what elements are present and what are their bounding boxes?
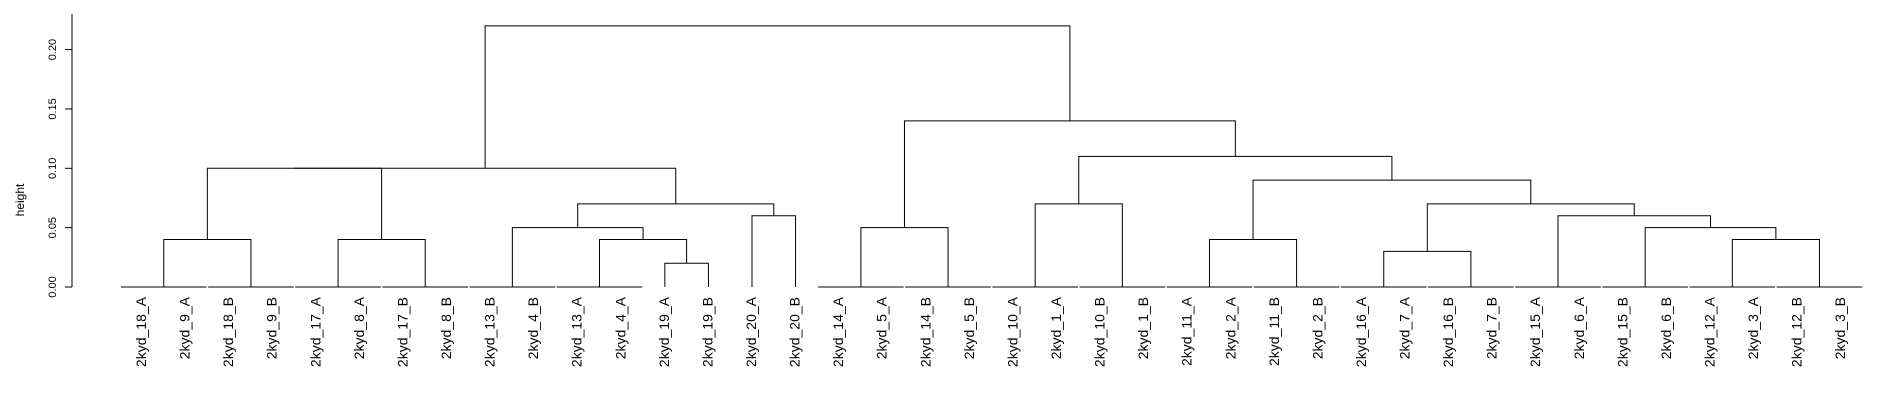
branch-m10 [664,262,709,287]
branch-m27 [1383,250,1472,287]
leaf-label: 2kyd_9_B [264,297,280,359]
leaf-label: 2kyd_13_B [482,297,498,367]
branch-m32 [1731,239,1820,287]
leaf-label: 2kyd_4_A [612,296,628,359]
leaf-label: 2kyd_15_A [1527,296,1543,367]
leaf-label: 2kyd_1_B [1135,297,1151,359]
leaf-label: 2kyd_7_A [1397,296,1413,359]
leaf-label: 2kyd_20_A [743,296,759,367]
branch-m6 [337,239,426,287]
branch-m35 [1426,203,1635,252]
branch-m7 [206,167,383,240]
leaf-label: 2kyd_9_A [177,296,193,359]
branch-m21 [1034,203,1123,287]
leaf-label: 2kyd_19_B [699,297,715,367]
branch-m38 [903,120,1236,228]
y-tick-label: 0.00 [47,276,59,297]
branch-m3 [163,239,252,287]
branch-m24 [1208,239,1298,287]
dendrogram-branches [121,25,1863,288]
leaf-label: 2kyd_5_A [874,296,890,359]
leaf-label: 2kyd_20_B [787,297,803,367]
leaf-label: 2kyd_6_B [1658,297,1674,359]
leaf-label: 2kyd_2_A [1222,296,1238,359]
leaf-label: 2kyd_12_B [1789,297,1805,367]
leaf-label: 2kyd_2_B [1309,297,1325,359]
leaf-label: 2kyd_11_B [1266,297,1282,366]
leaf-label: 2kyd_8_A [351,296,367,359]
y-axis: 0.00 0.05 0.10 0.15 0.20 [47,14,73,298]
leaf-label: 2kyd_16_A [1353,296,1369,367]
leaf-label: 2kyd_7_B [1484,297,1500,359]
leaf-label: 2kyd_18_B [220,297,236,367]
branch-m12 [511,227,644,287]
leaf-label: 2kyd_6_A [1571,296,1587,359]
leaf-label: 2kyd_13_A [569,296,585,367]
branch-m15 [294,167,677,204]
branch-m14 [577,203,775,228]
branch-m33 [1644,227,1777,287]
leaf-label: 2kyd_11_A [1179,296,1195,366]
leaf-labels: 2kyd_18_A 2kyd_9_A 2kyd_18_B 2kyd_9_B 2kyd_1… [133,296,1848,367]
leaf-label: 2kyd_8_B [438,297,454,359]
leaf-label: 2kyd_16_B [1440,297,1456,367]
branch-m13 [751,215,797,287]
leaf-label: 2kyd_15_B [1614,297,1630,367]
leaf-label: 2kyd_18_A [133,296,149,367]
leaf-label: 2kyd_10_A [1004,296,1020,367]
branch-m37 [1078,155,1393,204]
leaf-label: 2kyd_3_A [1745,296,1761,359]
leaf-label: 2kyd_1_A [1048,296,1064,359]
branch-m34 [1557,215,1712,287]
branch-m18 [860,227,949,287]
leaf-label: 2kyd_4_B [525,297,541,359]
y-tick-label: 0.05 [47,217,59,238]
branch-m39 [484,25,1071,169]
branch-m11 [598,239,688,287]
leaf-label: 2kyd_17_A [307,296,323,367]
leaf-label: 2kyd_14_B [917,297,933,367]
leaf-label: 2kyd_5_B [961,297,977,359]
leaf-label: 2kyd_19_A [656,296,672,367]
y-tick-label: 0.10 [47,158,59,179]
y-tick-label: 0.20 [47,39,59,60]
leaf-label: 2kyd_10_B [1092,297,1108,367]
leaf-label: 2kyd_14_A [830,296,846,367]
leaf-label: 2kyd_17_B [394,297,410,367]
leaf-label: 2kyd_12_A [1702,296,1718,367]
branch-m36 [1252,179,1532,240]
y-tick-label: 0.15 [47,98,59,119]
y-axis-label: height [13,183,27,216]
leaf-label: 2kyd_3_B [1832,297,1848,359]
